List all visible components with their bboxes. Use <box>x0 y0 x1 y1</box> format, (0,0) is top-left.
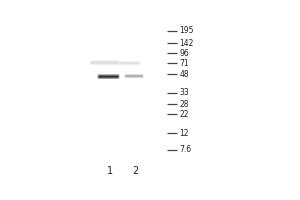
Text: 7.6: 7.6 <box>179 145 191 154</box>
Text: 1: 1 <box>106 166 112 176</box>
Text: 96: 96 <box>179 49 189 58</box>
Text: 28: 28 <box>179 100 189 109</box>
Text: 142: 142 <box>179 39 194 48</box>
Text: 12: 12 <box>179 129 189 138</box>
Text: 195: 195 <box>179 26 194 35</box>
Text: 71: 71 <box>179 59 189 68</box>
Text: 33: 33 <box>179 88 189 97</box>
Text: 48: 48 <box>179 70 189 79</box>
Text: 22: 22 <box>179 110 189 119</box>
Text: 2: 2 <box>132 166 138 176</box>
